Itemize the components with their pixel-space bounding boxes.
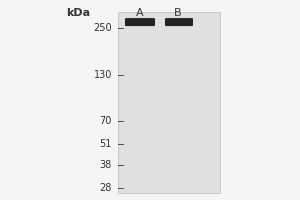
Bar <box>118 12 220 193</box>
Text: 70: 70 <box>100 116 112 126</box>
Text: A: A <box>136 8 144 18</box>
Text: 130: 130 <box>94 70 112 80</box>
FancyBboxPatch shape <box>165 18 193 26</box>
Text: 250: 250 <box>93 23 112 33</box>
Text: 38: 38 <box>100 160 112 170</box>
Text: B: B <box>174 8 182 18</box>
Text: kDa: kDa <box>66 8 90 18</box>
FancyBboxPatch shape <box>125 18 155 26</box>
Text: 51: 51 <box>100 139 112 149</box>
Text: 28: 28 <box>100 183 112 193</box>
